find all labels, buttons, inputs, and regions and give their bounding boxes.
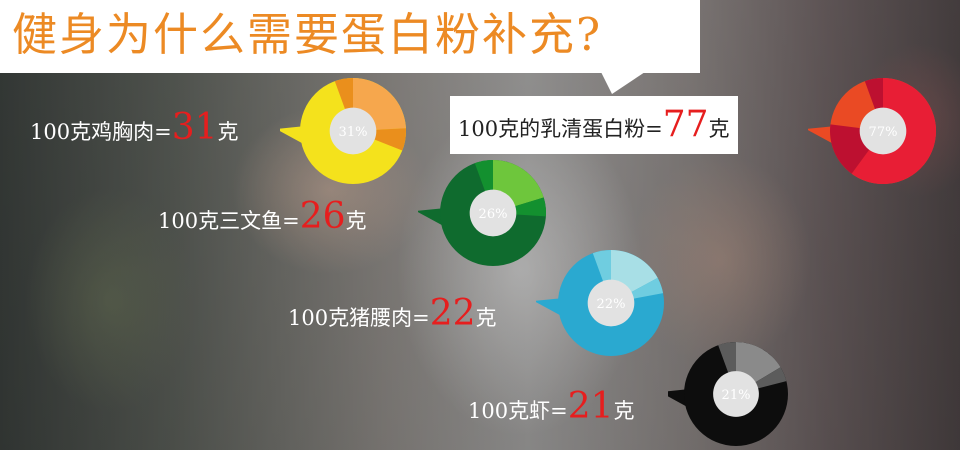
pie-hole (859, 107, 907, 155)
page-title: 健身为什么需要蛋白粉补充? (12, 8, 603, 61)
pie-percent-label: 77% (869, 125, 898, 140)
label-unit: 克 (217, 120, 239, 144)
pie-shrimp: 21% (668, 342, 788, 446)
label-shrimp: 100克虾=21克 (468, 389, 635, 428)
label-chicken-breast: 100克鸡胸肉=31克 (30, 110, 239, 149)
protein-value: 26 (299, 196, 346, 237)
label-prefix: 100克三文鱼= (158, 209, 300, 233)
pie-percent-label: 31% (339, 125, 368, 140)
pie-pork-loin: 22% (536, 250, 664, 356)
pie-hole (713, 371, 759, 417)
pie-whey-protein: 77% (808, 78, 936, 184)
label-unit: 克 (475, 306, 497, 330)
label-salmon: 100克三文鱼=26克 (158, 199, 367, 238)
title-speech-tail (600, 70, 648, 94)
pie-hole (329, 107, 377, 155)
pie-percent-label: 22% (597, 297, 626, 312)
protein-value: 31 (171, 107, 218, 148)
label-prefix: 100克猪腰肉= (288, 306, 430, 330)
label-unit: 克 (708, 117, 730, 141)
pie-percent-label: 21% (722, 388, 751, 403)
label-prefix: 100克的乳清蛋白粉= (458, 117, 663, 141)
pie-percent-label: 26% (479, 207, 508, 222)
label-whey-protein: 100克的乳清蛋白粉=77克 (450, 96, 738, 154)
label-prefix: 100克鸡胸肉= (30, 120, 172, 144)
pie-hole (469, 189, 517, 237)
protein-value: 77 (662, 104, 709, 145)
pie-salmon: 26% (418, 160, 546, 266)
label-pork-loin: 100克猪腰肉=22克 (288, 296, 497, 335)
protein-value: 21 (567, 386, 614, 427)
pie-chicken-breast: 31% (280, 78, 406, 184)
label-unit: 克 (345, 209, 367, 233)
pie-hole (587, 279, 635, 327)
title-banner: 健身为什么需要蛋白粉补充? (0, 0, 700, 73)
label-prefix: 100克虾= (468, 399, 568, 423)
protein-value: 22 (429, 293, 476, 334)
label-unit: 克 (613, 399, 635, 423)
